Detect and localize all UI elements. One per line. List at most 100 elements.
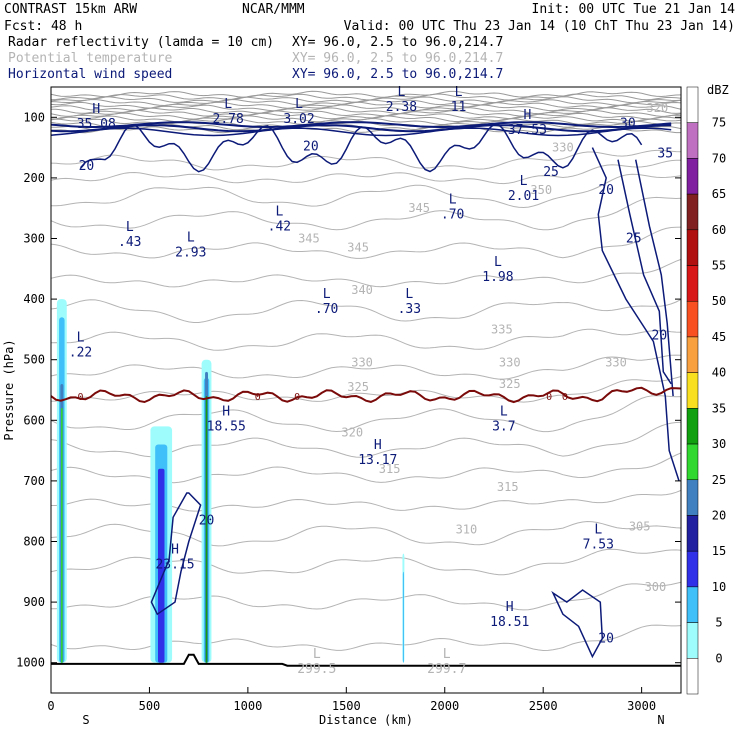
colorbar-swatch [686,479,699,516]
colorbar-swatch [686,515,699,552]
colorbar-swatch [686,622,699,659]
reflectivity-column-peak [205,396,208,663]
extremum-kind: H [524,108,532,123]
wind-contour-right [617,159,672,385]
wind-contours [50,121,680,659]
extremum-value: .70 [441,207,464,222]
extremum-value: 18.51 [490,615,529,630]
extremum-value: 2.93 [175,246,206,261]
extremum-value: 2.01 [508,189,539,204]
colorbar-swatch [686,336,699,373]
theta-label: 345 [298,232,320,246]
freezing-level-label: 0 [255,392,261,403]
extremum-kind: L [313,647,321,662]
colorbar-level-label: 40 [712,366,726,380]
y-tick-label: 300 [23,232,45,246]
theta-label: 315 [379,462,401,476]
theta-upper-contour [50,109,682,117]
extremum-value: 299.5 [297,662,336,677]
extremum-value: .22 [69,346,92,361]
extremum-value: 37.53 [508,123,547,138]
theta-label: 330 [351,356,373,370]
colorbar-swatch [686,586,699,623]
theta-contour [50,149,682,171]
extremum-kind: H [171,543,179,558]
wind-label: 20 [199,513,215,528]
field-wind-name: Horizontal wind speed [8,67,172,82]
colorbar-level-label: 70 [712,151,726,165]
wind-contour-right [634,159,674,397]
theta-contour [50,376,682,403]
wind-label: 20 [652,328,668,343]
colorbar-level-label: 60 [712,223,726,237]
colorbar-swatch [686,658,699,695]
x-tick-label: 1000 [233,699,262,713]
x-axis-left-end: S [82,713,89,727]
colorbar-level-label: 0 [715,651,722,665]
extremum-value: 2.38 [386,100,417,115]
y-tick-label: 200 [23,171,45,185]
extremum-value: 13.17 [358,453,397,468]
extremum-kind: L [455,85,463,100]
x-tick-label: 2500 [529,699,558,713]
field-theta-xy: XY= 96.0, 2.5 to 96.0,214.7 [292,51,503,66]
theta-upper-contour [51,107,682,115]
extremum-kind: L [520,174,528,189]
extremum-value: 299.7 [427,662,466,677]
theta-label: 300 [645,580,667,594]
wind-label: 25 [543,165,559,180]
theta-labels: 345 345 345 340 335 330 330 330 325 325 320 315 315 3… [298,101,668,594]
extremum-value: 3.7 [492,419,515,434]
theta-contour [50,298,682,323]
extremum-kind: L [126,220,134,235]
extremum-value: 7.53 [583,538,614,553]
forecast-hour: Fcst: 48 h [4,19,82,34]
y-tick-label: 800 [23,535,45,549]
colorbar-swatch [686,408,699,445]
x-tick-label: 2000 [430,699,459,713]
wind-label: 20 [598,183,614,198]
colorbar-swatch [686,158,699,195]
extremum-kind: L [500,404,508,419]
x-tick-label: 3000 [627,699,656,713]
y-axis-label: Pressure (hPa) [2,339,16,440]
wind-contour-right [591,147,680,482]
extremum-kind: L [594,523,602,538]
reflectivity-column-core [158,468,165,663]
valid-time: Valid: 00 UTC Thu 23 Jan 14 (10 ChT Thu … [344,19,735,34]
y-tick-label: 600 [23,413,45,427]
extremum-kind: L [405,287,413,302]
extremum-value: 35.08 [77,117,116,132]
theta-label: 325 [347,380,369,394]
colorbar-swatch [686,229,699,266]
colorbar-level-label: 25 [712,473,726,487]
y-tick-label: 500 [23,353,45,367]
colorbar-swatch [686,300,699,338]
theta-contour [50,196,682,231]
y-tick-label: 400 [23,292,45,306]
freezing-level-line [50,386,682,404]
extremum-value: .33 [398,302,421,317]
colorbar-level-label: 15 [712,544,726,558]
extremum-kind: L [443,647,451,662]
init-time: Init: 00 UTC Tue 21 Jan 14 [532,2,736,17]
extremum-value: .42 [268,219,291,234]
extremum-kind: L [187,231,195,246]
colorbar-swatch [686,86,699,123]
theta-upper-contour [50,96,682,104]
wind-labels: 20 20 20 25 25 30 35 20 20 20 [79,116,673,646]
colorbar-level-label: 65 [712,187,726,201]
theta-label: 310 [456,522,478,536]
x-tick-label: 1500 [332,699,361,713]
extremum-kind: L [323,287,331,302]
colorbar-level-label: 35 [712,401,726,415]
reflectivity-column-mid [402,571,404,663]
colorbar-level-label: 45 [712,330,726,344]
theta-label: 330 [499,356,521,370]
extremum-kind: H [222,404,230,419]
extremum-value: 1.98 [482,270,513,285]
theta-label: 345 [408,201,430,215]
